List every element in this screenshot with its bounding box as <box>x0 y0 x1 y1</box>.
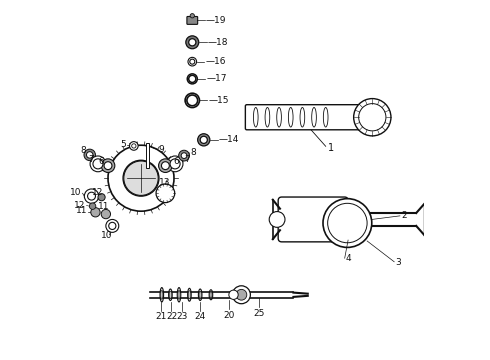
Circle shape <box>84 189 98 203</box>
Text: 13: 13 <box>159 178 171 187</box>
Circle shape <box>93 159 103 169</box>
Circle shape <box>123 160 159 196</box>
Text: 12: 12 <box>74 201 85 210</box>
Circle shape <box>359 104 386 131</box>
Text: 11: 11 <box>76 206 87 215</box>
Circle shape <box>189 75 196 82</box>
Circle shape <box>187 74 197 84</box>
Circle shape <box>90 156 106 172</box>
Text: 10: 10 <box>71 188 82 197</box>
Circle shape <box>229 290 238 300</box>
Circle shape <box>187 95 197 106</box>
Circle shape <box>91 208 100 217</box>
Circle shape <box>161 162 170 170</box>
Circle shape <box>124 161 158 195</box>
Text: 20: 20 <box>223 311 235 320</box>
Circle shape <box>179 150 190 161</box>
Circle shape <box>167 156 183 172</box>
Circle shape <box>98 194 105 201</box>
Circle shape <box>170 159 180 169</box>
Text: —17: —17 <box>206 75 227 84</box>
Circle shape <box>156 184 175 203</box>
Circle shape <box>190 59 195 64</box>
Circle shape <box>109 222 116 229</box>
Text: —19: —19 <box>206 16 226 25</box>
Circle shape <box>89 203 96 210</box>
Circle shape <box>88 192 96 200</box>
Text: —14: —14 <box>219 135 239 144</box>
Bar <box>146 143 149 168</box>
Circle shape <box>236 289 247 300</box>
Text: —15: —15 <box>208 96 229 105</box>
Text: 22: 22 <box>166 312 177 321</box>
Ellipse shape <box>188 291 191 299</box>
Text: 25: 25 <box>254 309 265 318</box>
Circle shape <box>190 14 195 18</box>
Circle shape <box>269 212 285 227</box>
Circle shape <box>129 141 138 150</box>
Text: 21: 21 <box>155 312 167 321</box>
Circle shape <box>132 144 136 148</box>
Text: 6: 6 <box>98 157 104 166</box>
FancyBboxPatch shape <box>187 17 197 24</box>
Circle shape <box>323 199 372 247</box>
Circle shape <box>159 159 172 172</box>
FancyBboxPatch shape <box>245 105 379 130</box>
Text: —16: —16 <box>205 57 226 66</box>
Circle shape <box>189 39 196 46</box>
Circle shape <box>104 162 112 170</box>
Text: 6: 6 <box>173 157 179 166</box>
Circle shape <box>188 57 196 66</box>
Text: 9: 9 <box>158 145 164 154</box>
Circle shape <box>354 99 391 136</box>
Circle shape <box>84 149 96 161</box>
Text: 4: 4 <box>345 255 351 264</box>
Text: 8: 8 <box>81 146 87 155</box>
Text: 8: 8 <box>191 148 196 157</box>
Text: —18: —18 <box>208 38 228 47</box>
Ellipse shape <box>199 291 201 298</box>
Text: 1: 1 <box>327 143 334 153</box>
Circle shape <box>328 203 367 243</box>
Circle shape <box>87 152 93 158</box>
Circle shape <box>197 134 210 146</box>
Ellipse shape <box>161 290 163 300</box>
FancyBboxPatch shape <box>278 197 348 242</box>
Ellipse shape <box>178 290 180 300</box>
Text: 24: 24 <box>195 312 206 321</box>
Text: 23: 23 <box>176 312 188 321</box>
Circle shape <box>232 286 250 304</box>
Ellipse shape <box>170 291 172 298</box>
Circle shape <box>106 220 119 232</box>
Circle shape <box>101 159 115 172</box>
Circle shape <box>181 153 187 158</box>
Circle shape <box>108 145 174 211</box>
Circle shape <box>200 136 207 143</box>
Text: 5: 5 <box>120 140 126 149</box>
Circle shape <box>185 93 199 108</box>
Text: 12: 12 <box>92 188 103 197</box>
Ellipse shape <box>210 292 212 298</box>
Text: 3: 3 <box>395 258 401 267</box>
Text: 11: 11 <box>98 202 110 211</box>
Text: 2: 2 <box>401 211 407 220</box>
Circle shape <box>186 36 199 49</box>
Circle shape <box>101 210 111 219</box>
Text: 7: 7 <box>88 155 94 164</box>
Text: 10: 10 <box>101 231 113 240</box>
Text: 7: 7 <box>184 155 190 164</box>
